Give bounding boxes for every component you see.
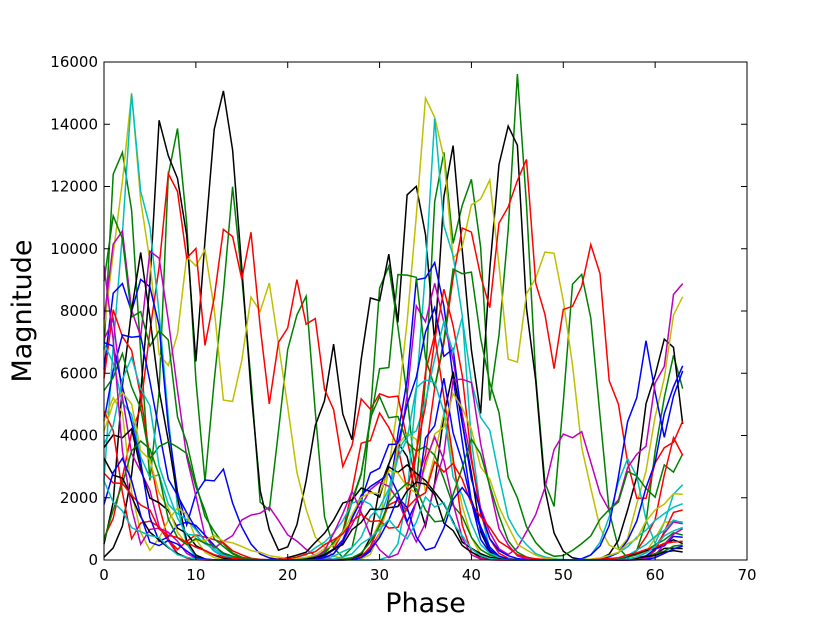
y-tick-label: 6000 — [60, 364, 98, 382]
x-tick-label: 50 — [554, 566, 573, 584]
x-axis-ticks: 0 10 20 30 40 50 60 70 — [99, 62, 757, 584]
series-line-16 — [103, 427, 683, 561]
y-tick-label: 12000 — [50, 178, 98, 196]
x-tick-label: 70 — [737, 566, 756, 584]
x-tick-label: 0 — [99, 566, 109, 584]
x-tick-label: 10 — [186, 566, 205, 584]
series-lines — [103, 73, 684, 561]
x-tick-label: 30 — [370, 566, 389, 584]
series-line-21 — [103, 265, 684, 561]
x-tick-label: 20 — [278, 566, 297, 584]
y-tick-label: 4000 — [60, 427, 98, 445]
y-axis-ticks: 0 2000 4000 6000 8000 10000 12000 14000 16000 — [50, 53, 747, 569]
y-tick-label: 8000 — [60, 302, 98, 320]
series-line-4 — [103, 159, 684, 539]
x-tick-label: 40 — [462, 566, 481, 584]
y-axis-title: Magnitude — [7, 239, 38, 382]
y-tick-label: 10000 — [50, 240, 98, 258]
series-line-1 — [103, 73, 684, 559]
x-axis-title: Phase — [385, 588, 466, 619]
y-tick-label: 14000 — [50, 115, 98, 133]
series-line-15 — [103, 351, 683, 561]
y-tick-label: 2000 — [60, 489, 98, 507]
x-tick-label: 60 — [646, 566, 665, 584]
y-tick-label: 16000 — [50, 53, 98, 71]
series-line-6 — [103, 260, 684, 561]
y-tick-label: 0 — [88, 551, 98, 569]
